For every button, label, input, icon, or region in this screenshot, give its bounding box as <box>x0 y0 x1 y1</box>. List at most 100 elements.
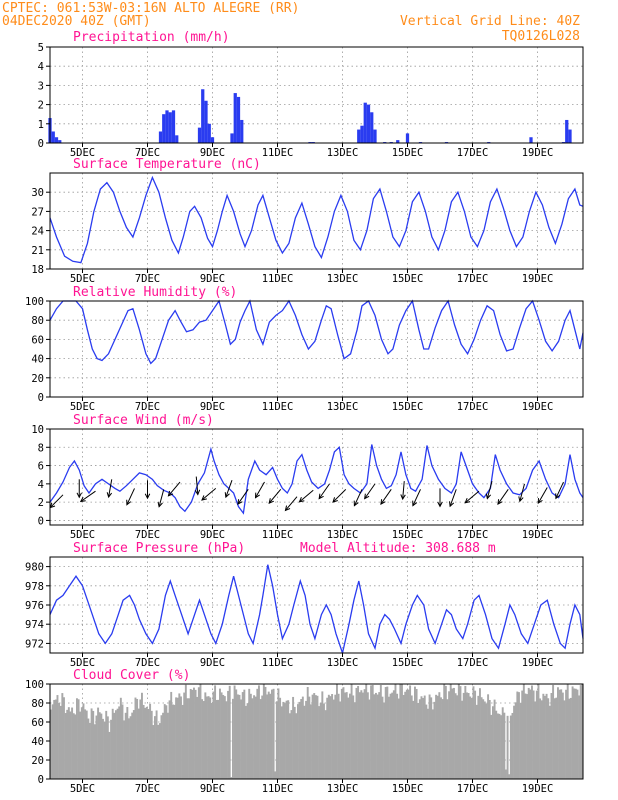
cloud-bar <box>378 692 381 779</box>
panel-title: Surface Temperature (nC) <box>73 157 261 172</box>
wind-arrow-head <box>485 493 492 500</box>
y-tick-label: 978 <box>25 581 44 593</box>
cloud-bar <box>415 688 418 779</box>
cloud-bar <box>111 708 114 779</box>
panel-title: Cloud Cover (%) <box>73 668 190 683</box>
cloud-bar <box>280 706 283 779</box>
cloud-bar <box>223 696 226 779</box>
cloud-bar <box>105 710 108 779</box>
y-tick-label: 976 <box>25 600 44 612</box>
cloud-bar <box>106 716 109 779</box>
plot-frame <box>49 172 584 270</box>
cloud-bar <box>89 722 91 779</box>
cloud-bar <box>272 688 275 779</box>
cloud-bar <box>509 715 512 779</box>
cloud-bar <box>175 697 178 779</box>
wind-arrow <box>157 489 165 508</box>
y-tick-label: 5 <box>38 42 44 54</box>
wind-arrow <box>76 479 82 499</box>
precip-bar <box>51 131 55 143</box>
x-tick-label: 11DEC <box>262 657 294 669</box>
cloud-bar <box>571 686 574 779</box>
cloud-bar <box>521 690 524 779</box>
cloud-bar <box>553 698 556 779</box>
x-tick-label: 17DEC <box>457 783 489 795</box>
wind-arrow-head <box>157 501 163 508</box>
precip-bar <box>197 127 202 143</box>
panel-title: Precipitation (mm/h) <box>73 30 230 45</box>
cloud-bar <box>375 692 377 779</box>
wind-arrow <box>318 483 330 500</box>
precip-bar <box>240 119 244 143</box>
x-tick-label: 15DEC <box>392 401 424 413</box>
precip-bar <box>204 100 208 143</box>
cloud-bar <box>141 692 143 779</box>
precip-bar <box>236 96 241 143</box>
cloud-bar <box>147 708 150 779</box>
cloud-bar <box>228 685 231 779</box>
cloud-bar <box>339 701 342 779</box>
cloud-bar <box>206 696 208 779</box>
cloud-bar <box>124 712 127 779</box>
wind-arrow-shaft <box>201 488 217 501</box>
cloud-bar <box>220 692 223 779</box>
cloud-bar <box>176 697 179 779</box>
wind-arrow <box>555 481 564 500</box>
wind-arrow-shaft <box>108 479 113 498</box>
cloud-bar <box>573 688 576 779</box>
temperature-panel: Surface Temperature (nC) 18 21 24 27 30 5DEC 7… <box>31 157 584 285</box>
cloud-bar <box>366 692 369 779</box>
cloud-bar <box>215 699 218 779</box>
cloud-bar <box>574 688 577 779</box>
cloud-bar <box>82 703 85 779</box>
cloud-bar <box>449 684 452 779</box>
cloud-bar <box>566 684 569 779</box>
cloud-bar <box>475 704 478 779</box>
cloud-bar <box>98 712 101 779</box>
y-tick-label: 10 <box>31 424 44 436</box>
model-altitude: Model Altitude: 308.688 m <box>300 541 496 556</box>
cloud-bar <box>196 696 199 779</box>
cloud-bar <box>552 684 555 779</box>
cloud-bar <box>397 698 400 779</box>
cloud-bar <box>477 695 480 779</box>
cloud-bar <box>545 693 548 779</box>
cloud-bar <box>501 707 504 779</box>
cloud-bar <box>443 684 446 779</box>
wind-arrow <box>79 490 96 503</box>
cloud-bar <box>165 705 168 779</box>
cloud-bar <box>167 712 169 779</box>
wind-arrow <box>380 489 392 505</box>
wind-arrow-shaft <box>195 476 199 495</box>
cloud-bar <box>414 686 416 779</box>
cloud-bar <box>305 700 308 779</box>
y-tick-label: 0 <box>38 392 44 404</box>
x-tick-label: 13DEC <box>327 401 359 413</box>
y-tick-label: 2 <box>38 497 44 509</box>
cloud-bar <box>469 696 472 779</box>
cloud-bar <box>79 711 82 779</box>
precip-bar <box>568 129 572 143</box>
y-tick-label: 0 <box>38 774 44 786</box>
cloud-bar <box>292 696 295 779</box>
wind-arrow <box>537 487 548 505</box>
precip-bar <box>233 93 237 143</box>
x-tick-label: 9DEC <box>200 783 225 795</box>
wind-arrow-shaft <box>255 481 265 498</box>
wind-arrow-shaft <box>126 488 135 505</box>
cloud-bar <box>308 696 311 779</box>
wind-arrow-head <box>254 492 260 499</box>
cloud-bar <box>271 689 273 779</box>
cloud-bar <box>440 697 442 779</box>
cloud-bar <box>505 769 507 779</box>
wind-arrow <box>400 481 406 501</box>
wind-arrow-head <box>464 497 471 504</box>
wind-arrow <box>437 488 443 508</box>
cloud-bar <box>103 721 106 779</box>
x-tick-label: 11DEC <box>262 783 294 795</box>
cloud-bar <box>274 771 277 779</box>
cloud-bar <box>518 692 520 779</box>
wind-arrow-head <box>380 499 386 505</box>
x-tick-label: 17DEC <box>457 529 489 541</box>
x-tick-label: 15DEC <box>392 783 424 795</box>
